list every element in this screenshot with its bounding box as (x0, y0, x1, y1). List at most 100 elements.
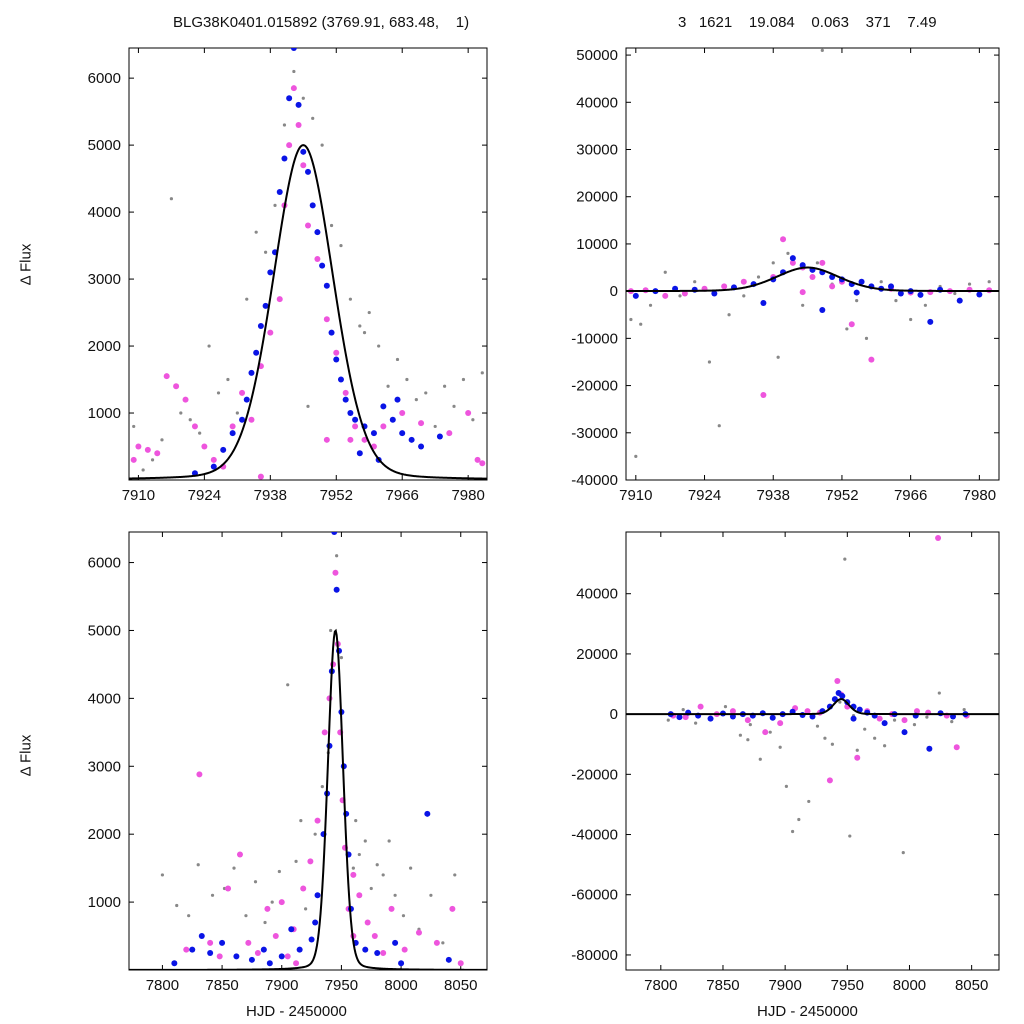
data-point (362, 331, 367, 335)
y-tick-label: 0 (610, 283, 618, 300)
data-point (333, 586, 340, 593)
data-point (819, 307, 826, 314)
data-point (855, 748, 859, 752)
data-point (888, 283, 895, 290)
x-tick-label: 7900 (265, 977, 298, 994)
x-tick-label: 7950 (831, 977, 864, 994)
data-point (682, 714, 689, 721)
data-point (342, 389, 349, 396)
data-point (351, 866, 355, 870)
data-point (266, 960, 273, 967)
data-point (778, 745, 782, 749)
data-point (797, 817, 801, 822)
data-point (443, 384, 447, 388)
data-point (894, 298, 898, 303)
data-point (361, 436, 368, 443)
data-point (352, 423, 359, 430)
data-point (278, 899, 285, 906)
data-point (681, 708, 685, 712)
data-point (632, 292, 639, 299)
data-point (236, 851, 243, 858)
data-point (815, 261, 820, 265)
data-point (399, 430, 406, 437)
data-point (760, 392, 767, 399)
x-tick-label: 7938 (254, 487, 287, 504)
data-point (856, 706, 863, 713)
data-point (171, 960, 178, 967)
data-point (789, 255, 796, 262)
data-point (408, 436, 415, 443)
data-point (858, 278, 865, 285)
title-left: BLG38K0401.015892 (3769.91, 683.48, 1) (173, 14, 470, 31)
data-point (321, 729, 328, 736)
data-point (744, 717, 751, 724)
data-point (380, 423, 387, 430)
data-point (962, 708, 966, 712)
y-tick-label: 30000 (576, 142, 618, 159)
data-point (711, 290, 718, 297)
data-point (328, 329, 335, 336)
data-point (386, 384, 390, 388)
data-point (830, 742, 834, 746)
x-axis-label-right: HJD - 2450000 (757, 1003, 858, 1020)
data-point (357, 852, 361, 857)
data-point (742, 294, 746, 298)
x-tick-label: 7966 (894, 487, 927, 504)
data-point (786, 251, 790, 255)
data-point (337, 376, 344, 383)
data-point (262, 302, 269, 309)
model-curve (129, 628, 487, 970)
data-point (956, 297, 963, 304)
data-point (707, 360, 712, 364)
data-point (883, 744, 887, 748)
model-curve (129, 144, 487, 480)
data-point (179, 411, 183, 415)
data-point (347, 436, 354, 443)
data-point (293, 960, 300, 967)
data-point (207, 950, 214, 957)
data-point (369, 886, 373, 891)
data-point (219, 939, 226, 946)
data-point (350, 871, 357, 878)
model-curve (626, 698, 999, 716)
plot-area (626, 48, 999, 458)
data-point (461, 377, 466, 382)
y-tick-label: -20000 (571, 378, 618, 395)
y-tick-label: -60000 (571, 887, 618, 904)
data-point (389, 416, 396, 423)
data-point (855, 298, 859, 303)
data-point (292, 69, 296, 74)
data-point (263, 920, 267, 925)
data-point (276, 296, 283, 303)
data-point (738, 733, 742, 737)
data-point (807, 799, 811, 804)
data-point (676, 714, 683, 721)
data-point (362, 946, 369, 953)
data-point (433, 424, 437, 429)
data-point (248, 416, 255, 423)
data-point (648, 303, 653, 307)
data-point (339, 243, 343, 248)
data-point (300, 162, 307, 169)
data-point (364, 919, 371, 926)
data-point (356, 450, 363, 457)
data-point (191, 423, 198, 430)
data-point (272, 933, 279, 940)
data-point (401, 914, 406, 918)
data-point (809, 273, 816, 280)
data-point (398, 960, 405, 967)
plot-area (129, 48, 487, 480)
data-point (897, 290, 904, 297)
data-point (409, 866, 413, 870)
data-point (873, 736, 877, 740)
data-point (248, 956, 255, 963)
data-point (198, 431, 202, 435)
data-point (295, 122, 302, 129)
data-point (791, 829, 795, 834)
y-tick-label: 0 (610, 706, 618, 723)
data-point (848, 321, 855, 328)
y-tick-label: 10000 (576, 236, 618, 253)
data-point (188, 418, 192, 422)
data-point (784, 784, 788, 788)
data-point (424, 810, 431, 817)
